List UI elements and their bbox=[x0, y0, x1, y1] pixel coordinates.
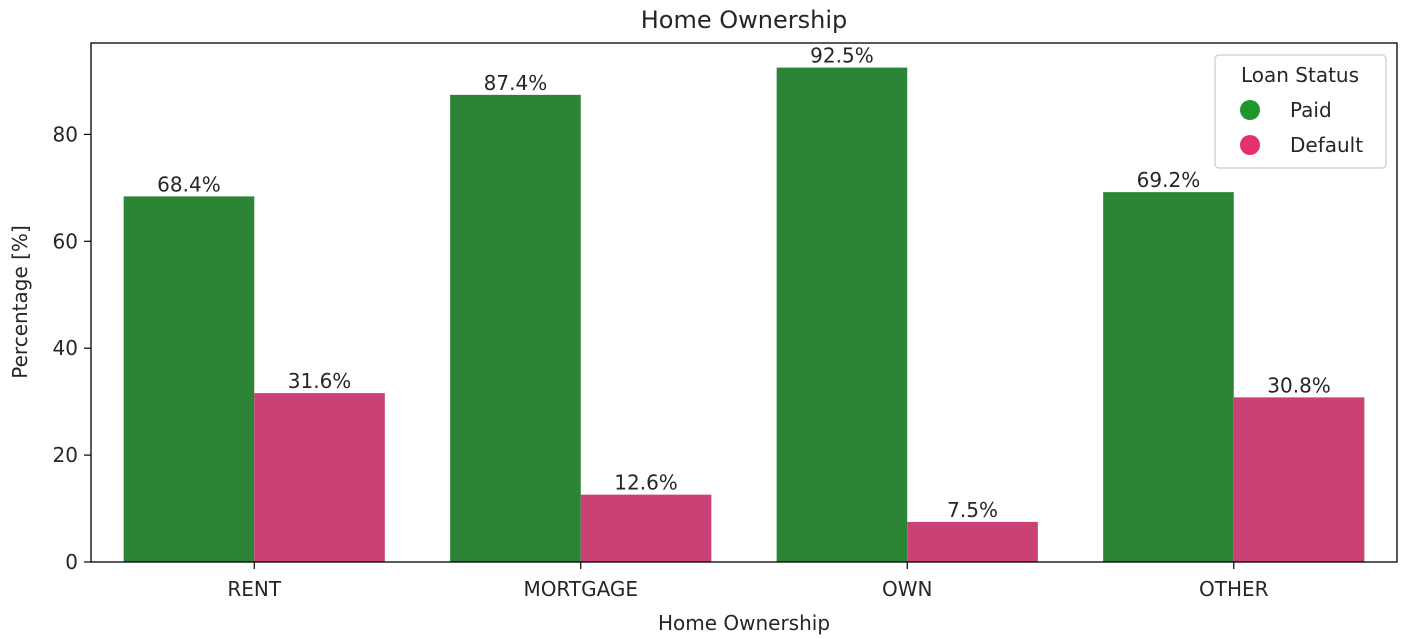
x-tick-label-other: OTHER bbox=[1199, 577, 1269, 601]
bar-paid-rent bbox=[123, 196, 255, 562]
bar-label-default-rent: 31.6% bbox=[288, 369, 352, 393]
bar-label-paid-own: 92.5% bbox=[810, 44, 874, 68]
y-tick-label-0: 0 bbox=[65, 550, 78, 574]
bar-label-paid-rent: 68.4% bbox=[157, 172, 221, 196]
chart-title: Home Ownership bbox=[641, 6, 847, 34]
x-axis-label: Home Ownership bbox=[658, 611, 830, 635]
legend: Loan Status Paid Default bbox=[1214, 54, 1387, 169]
bar-paid-own bbox=[776, 67, 908, 562]
bar-labels-group: 68.4% 31.6% 87.4% 12.6% 92.5% 7.5% 69.2% 30.8% bbox=[157, 44, 1331, 522]
legend-label-paid: Paid bbox=[1290, 98, 1332, 122]
legend-marker-default bbox=[1240, 135, 1260, 155]
bar-default-rent bbox=[254, 393, 385, 562]
bar-label-paid-mortgage: 87.4% bbox=[484, 71, 548, 95]
y-tick-label-20: 20 bbox=[53, 443, 78, 467]
y-tick-label-40: 40 bbox=[53, 336, 78, 360]
bar-default-mortgage bbox=[580, 494, 712, 562]
y-axis: 0 20 40 60 80 bbox=[53, 122, 91, 574]
x-tick-label-mortgage: MORTGAGE bbox=[523, 577, 638, 601]
plot-frame bbox=[90, 42, 1398, 563]
y-tick-label-80: 80 bbox=[53, 122, 78, 146]
bar-label-default-own: 7.5% bbox=[947, 498, 998, 522]
legend-title: Loan Status bbox=[1241, 63, 1359, 87]
bar-label-paid-other: 69.2% bbox=[1137, 168, 1201, 192]
bar-default-other bbox=[1233, 397, 1365, 562]
bar-paid-other bbox=[1103, 192, 1234, 562]
y-tick-label-60: 60 bbox=[53, 229, 78, 253]
x-tick-label-own: OWN bbox=[882, 577, 932, 601]
bar-label-default-other: 30.8% bbox=[1267, 373, 1331, 397]
bars-group bbox=[123, 67, 1365, 562]
x-axis: RENT MORTGAGE OWN OTHER bbox=[227, 562, 1269, 601]
bar-paid-mortgage bbox=[450, 94, 581, 562]
legend-label-default: Default bbox=[1290, 133, 1363, 157]
bar-label-default-mortgage: 12.6% bbox=[614, 471, 678, 495]
legend-marker-paid bbox=[1240, 100, 1260, 120]
y-axis-label: Percentage [%] bbox=[8, 225, 32, 378]
bar-default-own bbox=[907, 521, 1038, 562]
x-tick-label-rent: RENT bbox=[227, 577, 281, 601]
